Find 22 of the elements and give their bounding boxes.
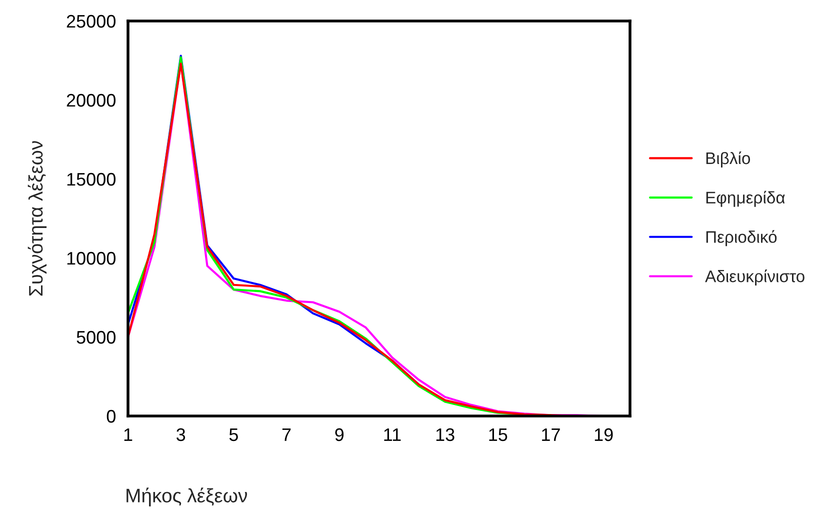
y-tick-label: 5000	[76, 330, 116, 344]
legend-label: Περιοδικό	[706, 230, 777, 246]
legend-label: Εφημερίδα	[706, 190, 785, 207]
x-tick-label: 1	[124, 428, 132, 441]
legend-label: Βιβλίο	[706, 151, 750, 168]
x-tick-label: 7	[282, 428, 291, 441]
x-axis-title: Μήκος λέξεων	[126, 488, 248, 506]
x-tick-label: 19	[594, 428, 613, 442]
y-tick-label: 0	[106, 410, 116, 423]
legend-label: Αδιευκρίνιστο	[705, 270, 804, 286]
x-tick-label: 17	[542, 428, 560, 441]
x-tick-label: 9	[335, 428, 344, 442]
x-tick-label: 5	[229, 428, 238, 442]
y-axis-title: Συχνότητα λέξεων	[28, 141, 47, 296]
y-tick-label: 15000	[67, 172, 116, 186]
y-tick-label: 20000	[66, 94, 116, 107]
x-tick-label: 13	[436, 428, 454, 442]
y-tick-label: 10000	[67, 252, 116, 265]
y-tick-label: 25000	[66, 14, 116, 28]
x-tick-label: 3	[176, 428, 186, 442]
x-tick-label: 11	[384, 428, 401, 441]
x-tick-label: 15	[489, 428, 508, 442]
